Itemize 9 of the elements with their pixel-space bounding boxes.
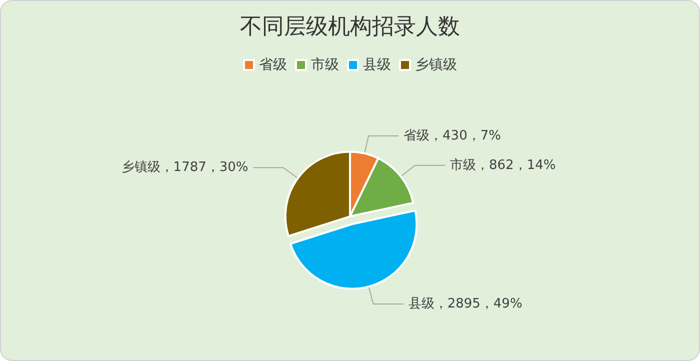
data-label: 省级，430，7% xyxy=(404,128,501,144)
legend-label: 市级 xyxy=(311,57,339,73)
data-label: 乡镇级，1787，30% xyxy=(121,160,248,176)
data-label: 市级，862，14% xyxy=(450,158,556,173)
legend-label: 省级 xyxy=(259,57,287,73)
chart-title: 不同层级机构招录人数 xyxy=(240,14,460,40)
legend-label: 县级 xyxy=(363,57,391,73)
data-label: 县级，2895，49% xyxy=(408,296,522,312)
legend-label: 乡镇级 xyxy=(415,57,457,73)
